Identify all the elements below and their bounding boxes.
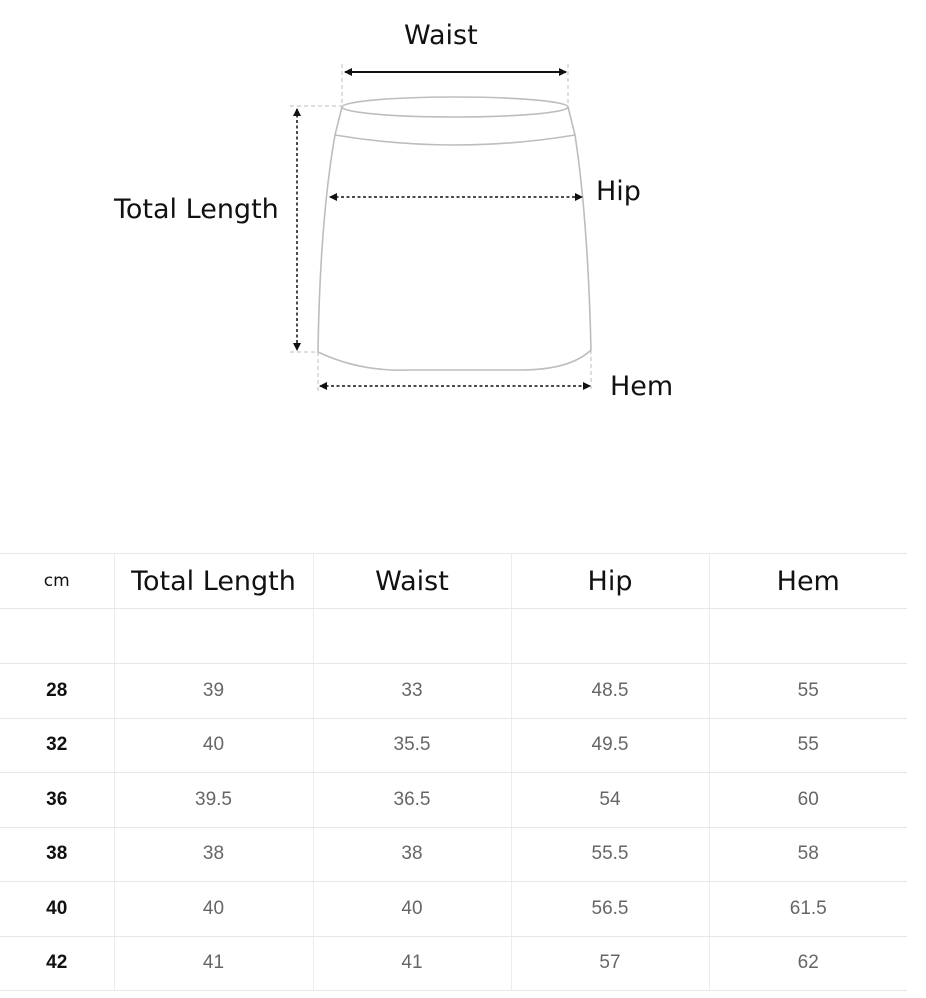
value-cell: 38: [312, 826, 511, 882]
value-cell: 33: [312, 663, 511, 719]
value-cell: 40: [113, 717, 313, 773]
value-cell: 41: [113, 935, 313, 991]
size-cell: 36: [0, 772, 114, 828]
value-cell: 40: [113, 881, 313, 937]
skirt-diagram: [290, 64, 592, 392]
value-cell: 39: [113, 663, 313, 719]
value-cell: 55: [708, 717, 907, 773]
value-cell: 48.5: [510, 663, 709, 719]
size-cell: 42: [0, 935, 114, 991]
value-cell: 38: [113, 826, 313, 882]
value-cell: 61.5: [708, 881, 907, 937]
table-row: 40 40 40 56.5 61.5: [0, 881, 907, 937]
value-cell: 55.5: [510, 826, 709, 882]
size-cell: 28: [0, 663, 114, 719]
measure-arrows: [293, 68, 591, 390]
value-cell: 49.5: [510, 717, 709, 773]
table-row: 28 39 33 48.5 55: [0, 663, 907, 719]
size-cell: 40: [0, 881, 114, 937]
value-cell: 57: [510, 935, 709, 991]
column-header: Hem: [708, 553, 907, 609]
value-cell: 40: [312, 881, 511, 937]
table-row: 36 39.5 36.5 54 60: [0, 772, 907, 828]
value-cell: 54: [510, 772, 709, 828]
total-length-label: Total Length: [114, 194, 279, 225]
guide-lines: [290, 64, 592, 392]
unit-header: cm: [0, 553, 114, 609]
value-cell: 60: [708, 772, 907, 828]
skirt-outline: [317, 96, 592, 371]
value-cell: 35.5: [312, 717, 511, 773]
table-header: cm Total Length Waist Hip Hem: [0, 553, 907, 609]
value-cell: 55: [708, 663, 907, 719]
column-header: Total Length: [113, 553, 313, 609]
table-row: 32 40 35.5 49.5 55: [0, 717, 907, 773]
table-row: 42 41 41 57 62: [0, 935, 907, 991]
size-cell: 32: [0, 717, 114, 773]
empty-row: [0, 608, 907, 664]
value-cell: 39.5: [113, 772, 313, 828]
waist-label: Waist: [404, 20, 478, 51]
table-row: 38 38 38 55.5 58: [0, 826, 907, 882]
size-cell: 38: [0, 826, 114, 882]
hip-label: Hip: [596, 176, 641, 207]
value-cell: 58: [708, 826, 907, 882]
column-header: Hip: [510, 553, 709, 609]
hem-label: Hem: [610, 371, 674, 402]
value-cell: 56.5: [510, 881, 709, 937]
value-cell: 36.5: [312, 772, 511, 828]
size-table: cm Total Length Waist Hip Hem 28 39 33 48.5…: [0, 553, 907, 991]
value-cell: 62: [708, 935, 907, 991]
value-cell: 41: [312, 935, 511, 991]
column-header: Waist: [312, 553, 511, 609]
